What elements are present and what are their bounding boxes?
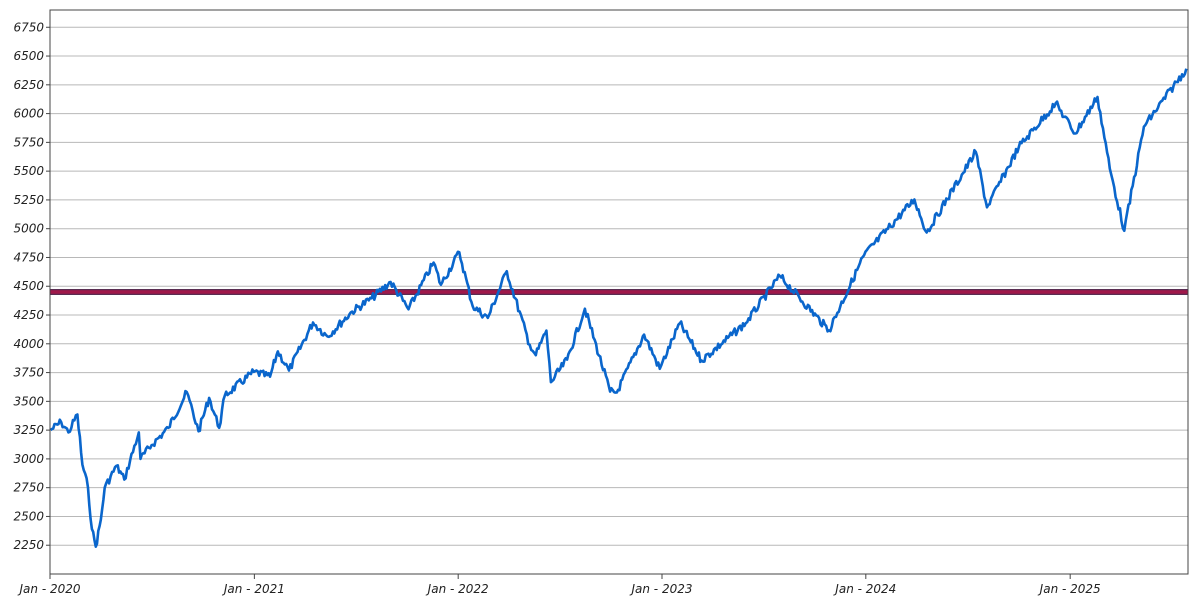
x-tick-label: Jan - 2020 [18, 582, 81, 596]
y-tick-label: 5750 [13, 135, 44, 149]
series-layer [51, 69, 1187, 547]
y-tick-label: 3250 [13, 423, 44, 437]
x-tick-label: Jan - 2025 [1038, 582, 1101, 596]
series-line [51, 69, 1187, 547]
y-tick-label: 5500 [13, 164, 44, 178]
y-tick-label: 3750 [13, 366, 44, 380]
y-axis: 2250 2500 2750 3000 3250 3500 3750 4000 4250 4500… [13, 20, 50, 552]
y-tick-label: 2250 [13, 538, 44, 552]
y-tick-label: 2750 [13, 481, 44, 495]
y-tick-label: 6750 [13, 20, 44, 34]
y-tick-label: 5000 [13, 222, 44, 236]
x-tick-label: Jan - 2023 [629, 582, 692, 596]
y-tick-label: 3000 [13, 452, 44, 466]
y-tick-label: 6000 [13, 107, 44, 121]
y-tick-label: 5250 [13, 193, 44, 207]
y-tick-label: 4500 [13, 279, 44, 293]
y-tick-label: 4000 [13, 337, 44, 351]
y-tick-label: 4750 [13, 250, 44, 264]
y-tick-label: 4250 [13, 308, 44, 322]
y-tick-label: 6250 [13, 78, 44, 92]
x-tick-label: Jan - 2024 [833, 582, 896, 596]
x-tick-label: Jan - 2022 [426, 582, 489, 596]
gridlines [50, 27, 1188, 545]
x-axis: Jan - 2020 Jan - 2021 Jan - 2022 Jan - 2023… [18, 574, 1101, 596]
x-tick-label: Jan - 2021 [222, 582, 285, 596]
y-tick-label: 2500 [13, 509, 44, 523]
y-tick-label: 6500 [13, 49, 44, 63]
y-tick-label: 3500 [13, 394, 44, 408]
